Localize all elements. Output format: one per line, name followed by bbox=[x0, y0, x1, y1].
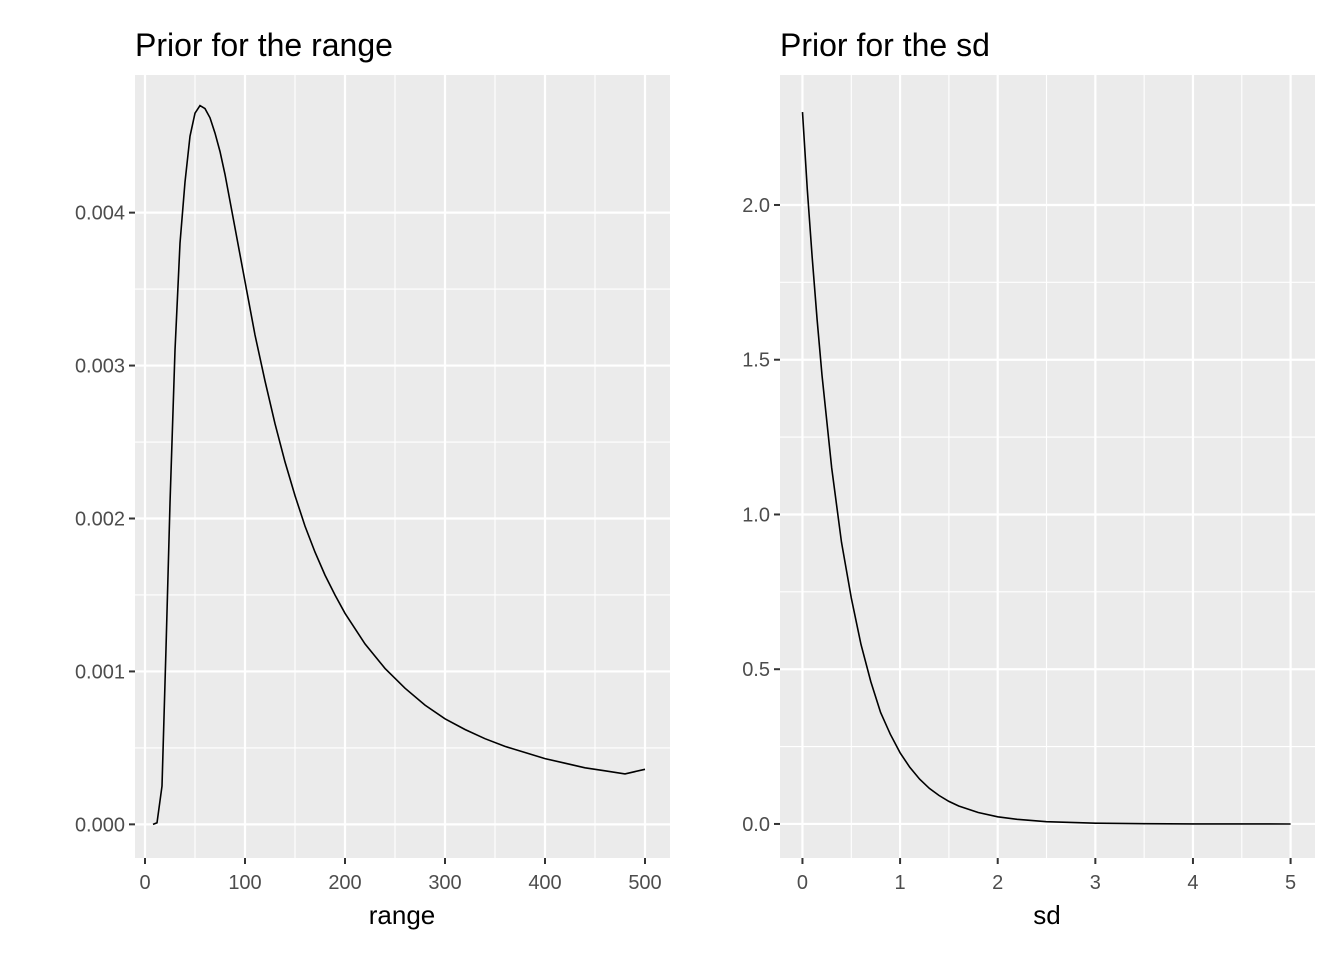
range-x-tick-label: 100 bbox=[228, 872, 261, 894]
range-y-tick-label: 0.003 bbox=[75, 356, 125, 378]
sd-y-tick-label: 0.0 bbox=[742, 814, 770, 836]
sd-x-tick-label: 4 bbox=[1187, 872, 1198, 894]
sd-y-tick-label: 1.5 bbox=[742, 350, 770, 372]
sd-x-axis-label: sd bbox=[1033, 900, 1060, 930]
range-x-tick-label: 400 bbox=[528, 872, 561, 894]
sd-x-tick-label: 2 bbox=[992, 872, 1003, 894]
range-y-tick-label: 0.002 bbox=[75, 508, 125, 530]
range-x-tick-label: 0 bbox=[139, 872, 150, 894]
range-prior-panel: Prior for the range range 0 100 200 300 400 5… bbox=[75, 27, 670, 930]
range-plot-background bbox=[135, 75, 670, 858]
sd-x-tick-label: 3 bbox=[1090, 872, 1101, 894]
range-x-tick-label: 200 bbox=[328, 872, 361, 894]
sd-panel-title: Prior for the sd bbox=[780, 27, 990, 63]
range-x-tick-label: 300 bbox=[428, 872, 461, 894]
range-y-tick-label: 0.000 bbox=[75, 814, 125, 836]
range-y-tick-label: 0.001 bbox=[75, 661, 125, 683]
range-y-tick-label: 0.004 bbox=[75, 203, 125, 225]
sd-y-tick-label: 1.0 bbox=[742, 504, 770, 526]
sd-y-tick-label: 0.5 bbox=[742, 659, 770, 681]
range-density-line bbox=[152, 104, 646, 826]
sd-density-line bbox=[801, 112, 1291, 825]
range-x-axis-label: range bbox=[369, 900, 436, 930]
sd-x-tick-label: 1 bbox=[895, 872, 906, 894]
sd-plot-background bbox=[780, 75, 1315, 858]
sd-y-tick-label: 2.0 bbox=[742, 195, 770, 217]
range-x-tick-label: 500 bbox=[628, 872, 661, 894]
sd-prior-panel: Prior for the sd sd 0 1 2 3 4 5 0.0 0.5 1.0 1.5 2.… bbox=[742, 27, 1315, 930]
sd-x-tick-label: 5 bbox=[1285, 872, 1296, 894]
sd-x-tick-label: 0 bbox=[797, 872, 808, 894]
range-panel-title: Prior for the range bbox=[135, 27, 393, 63]
